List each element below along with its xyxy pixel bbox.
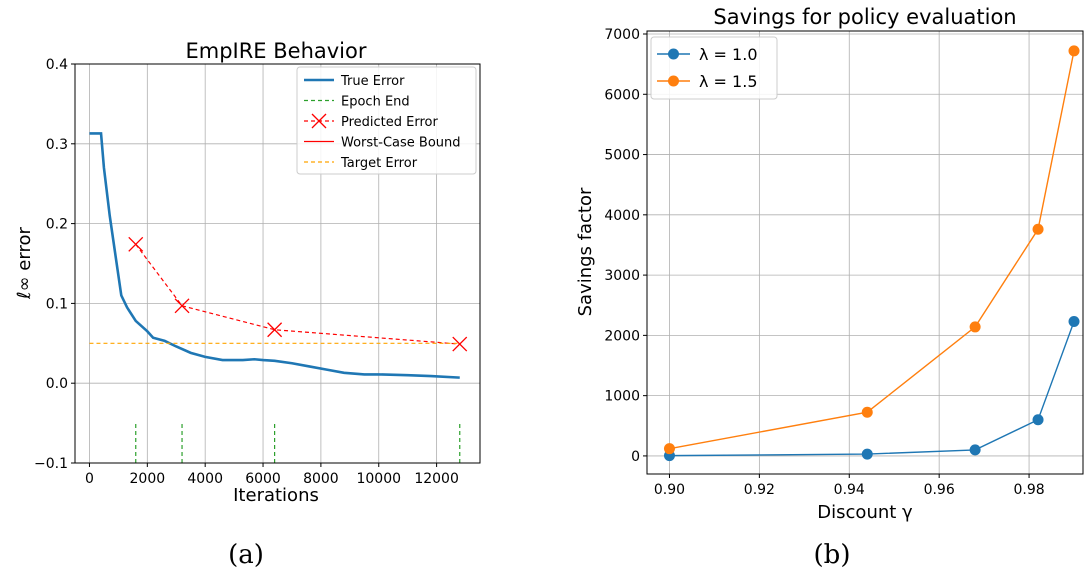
chart-b-series-2-line bbox=[669, 50, 1075, 450]
chart-b-legend-2-marker bbox=[668, 75, 679, 87]
chart-a-ticks: 0 2000 4000 6000 8000 10000 12000 −0.1 0.0 0.1 0.2… bbox=[34, 57, 459, 487]
chart-a-legend-target-error-label: Target Error bbox=[340, 156, 418, 171]
chart-a-title: EmpIRE Behavior bbox=[185, 39, 366, 63]
chart-a-caption: (a) bbox=[228, 540, 264, 570]
chart-b-series-1-point bbox=[969, 444, 981, 456]
chart-a-legend-worst-case-bound-label: Worst-Case Bound bbox=[341, 136, 461, 151]
chart-b-xtick-label: 0.92 bbox=[744, 482, 775, 498]
chart-b-frame bbox=[646, 30, 1084, 475]
chart-b-ticks: 0.90 0.92 0.94 0.96 0.98 0 1000 2000 3000 4000 500… bbox=[604, 27, 1044, 498]
chart-b-grid bbox=[647, 31, 1083, 474]
chart-b-series-2-point bbox=[969, 321, 981, 333]
chart-b-ytick-label: 5000 bbox=[604, 148, 640, 164]
chart-b-xtick-label: 0.98 bbox=[1013, 482, 1044, 498]
chart-b-legend-1-marker bbox=[668, 48, 679, 60]
chart-a-xtick-label: 4000 bbox=[187, 471, 223, 487]
chart-a-legend-predicted-error-label: Predicted Error bbox=[341, 115, 439, 130]
chart-a-ytick-label: 0.4 bbox=[46, 57, 68, 73]
chart-b-legend-box bbox=[650, 36, 778, 100]
chart-a-ylabel: ℓ∞ error bbox=[14, 227, 35, 300]
chart-b-series-1-point bbox=[1068, 316, 1080, 328]
chart-a-predicted-error-marker bbox=[267, 322, 283, 338]
chart-a-legend-predicted-error-marker bbox=[311, 113, 327, 129]
chart-a-legend-box bbox=[296, 66, 477, 175]
chart-a-true-error-line bbox=[89, 132, 460, 379]
chart-b-ytick-label: 0 bbox=[631, 449, 640, 465]
chart-b-xlabel: Discount γ bbox=[817, 502, 913, 523]
chart-b-caption: (b) bbox=[814, 540, 851, 570]
chart-b-series-2-point bbox=[861, 406, 873, 418]
chart-b-ytick-label: 4000 bbox=[604, 208, 640, 224]
chart-b-xtick-label: 0.90 bbox=[654, 482, 685, 498]
chart-a-frame bbox=[74, 63, 481, 464]
chart-b-series-2-point bbox=[1068, 45, 1080, 57]
chart-a-legend-true-error-label: True Error bbox=[340, 74, 405, 89]
chart-b-series-2-point bbox=[1032, 223, 1044, 235]
chart-a-xtick-label: 8000 bbox=[303, 471, 339, 487]
chart-a-predicted-error-line bbox=[135, 243, 460, 345]
chart-a-ytick-label: 0.2 bbox=[46, 217, 68, 233]
chart-a-legend-epoch-end-label: Epoch End bbox=[341, 95, 410, 110]
chart-a-ytick-label: 0.1 bbox=[46, 296, 68, 312]
chart-a-ytick-label: 0.3 bbox=[46, 137, 68, 153]
chart-b-series-1-line bbox=[669, 321, 1075, 457]
chart-a-xlabel: Iterations bbox=[233, 485, 319, 506]
chart-b-legend: λ = 1.0 λ = 1.5 bbox=[650, 36, 778, 100]
chart-b-data bbox=[663, 45, 1080, 462]
chart-a-xtick-label: 0 bbox=[85, 471, 94, 487]
chart-a: EmpIRE Behavior 0 2000 4000 6000 8000 10000 12… bbox=[14, 39, 481, 570]
chart-b-title: Savings for policy evaluation bbox=[713, 5, 1016, 29]
chart-a-xtick-label: 6000 bbox=[245, 471, 281, 487]
chart-a-xtick-label: 10000 bbox=[356, 471, 401, 487]
chart-b-ytick-label: 6000 bbox=[604, 87, 640, 103]
chart-b-series-2-point bbox=[663, 443, 675, 455]
chart-a-xtick-label: 2000 bbox=[130, 471, 166, 487]
chart-a-predicted-error-marker bbox=[128, 236, 144, 252]
chart-a-data bbox=[89, 132, 468, 463]
chart-b-xtick-label: 0.94 bbox=[834, 482, 865, 498]
chart-b-ylabel: Savings factor bbox=[575, 187, 596, 316]
chart-b-ytick-label: 1000 bbox=[604, 389, 640, 405]
chart-b-legend-2-label: λ = 1.5 bbox=[699, 72, 758, 91]
chart-a-predicted-error-marker bbox=[452, 336, 468, 352]
chart-b-series-1-point bbox=[861, 448, 873, 460]
chart-a-xtick-label: 12000 bbox=[414, 471, 459, 487]
chart-a-ytick-label: 0.0 bbox=[46, 376, 68, 392]
chart-b-ytick-label: 2000 bbox=[604, 328, 640, 344]
chart-b-ytick-label: 7000 bbox=[604, 27, 640, 43]
chart-a-legend: True Error Epoch End Predicted Error Worst-… bbox=[296, 66, 477, 175]
chart-a-ytick-label: −0.1 bbox=[34, 456, 68, 472]
chart-b-series-1-point bbox=[1032, 414, 1044, 426]
chart-b-xtick-label: 0.96 bbox=[924, 482, 955, 498]
chart-b-ytick-label: 3000 bbox=[604, 268, 640, 284]
chart-a-predicted-error-marker bbox=[174, 298, 190, 314]
chart-b-legend-1-label: λ = 1.0 bbox=[699, 45, 758, 64]
chart-b: Savings for policy evaluation 0.90 0.92 0.… bbox=[575, 5, 1084, 570]
